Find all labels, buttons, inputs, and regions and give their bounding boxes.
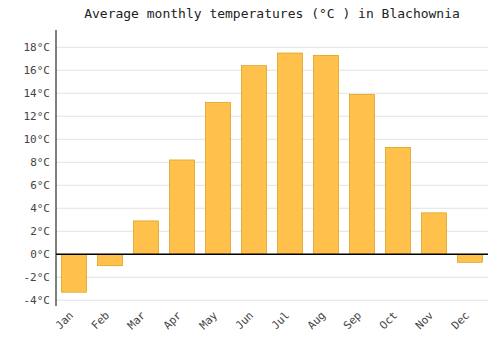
grid-line — [56, 277, 488, 278]
y-tick-label: 14°C — [24, 87, 51, 100]
bar — [61, 254, 86, 292]
x-tick-label: Jan — [53, 309, 76, 332]
y-tick-label: 12°C — [24, 110, 51, 123]
chart: Average monthly temperatures (°C ) in Bl… — [0, 0, 500, 350]
chart-container: Average monthly temperatures (°C ) in Bl… — [0, 0, 500, 350]
x-tick-label: Nov — [413, 309, 437, 333]
x-tick-label: Oct — [377, 309, 400, 332]
x-tick-label: Aug — [305, 309, 328, 332]
x-tick-label: Jun — [233, 309, 256, 332]
bar — [457, 254, 482, 262]
x-tick-label: Apr — [161, 309, 185, 333]
grid-line — [56, 254, 488, 255]
x-tick-label: Dec — [449, 309, 472, 332]
bars — [61, 53, 482, 292]
y-tick-label: 4°C — [30, 202, 50, 215]
bar — [313, 55, 338, 254]
grid-line — [56, 300, 488, 301]
grid-line — [56, 139, 488, 140]
y-tick-label: 2°C — [30, 225, 50, 238]
grid-line — [56, 47, 488, 48]
grid-line — [56, 93, 488, 94]
y-axis-ticks: -4°C -2°C 0°C 2°C 4°C 6°C 8°C 10°C 12°C 14°C 16°C 1… — [24, 41, 51, 307]
bar — [97, 254, 122, 266]
x-tick-label: Mar — [125, 309, 149, 333]
x-tick-label: May — [197, 309, 221, 333]
y-tick-label: -4°C — [24, 294, 51, 307]
zero-line — [56, 254, 488, 256]
grid — [56, 47, 488, 300]
grid-line — [56, 162, 488, 163]
y-tick-label: -2°C — [24, 271, 51, 284]
y-tick-label: 8°C — [30, 156, 50, 169]
y-tick-label: 6°C — [30, 179, 50, 192]
bar — [277, 53, 302, 254]
bar — [349, 94, 374, 254]
grid-line — [56, 70, 488, 71]
y-tick-label: 18°C — [24, 41, 51, 54]
bar — [241, 66, 266, 255]
x-tick-label: Jul — [269, 309, 292, 332]
grid-line — [56, 185, 488, 186]
y-tick-label: 10°C — [24, 133, 51, 146]
bar — [169, 160, 194, 254]
bar — [133, 221, 158, 254]
y-tick-label: 0°C — [30, 248, 50, 261]
grid-line — [56, 116, 488, 117]
x-tick-label: Sep — [341, 309, 364, 332]
y-tick-label: 16°C — [24, 64, 51, 77]
x-tick-label: Feb — [89, 309, 112, 332]
title: Average monthly temperatures (°C ) in Bl… — [84, 6, 460, 21]
bar — [205, 102, 230, 254]
bar — [421, 213, 446, 254]
bar — [385, 147, 410, 254]
grid-line — [56, 208, 488, 209]
x-axis-ticks: Jan Feb Mar Apr May Jun Jul Aug Sep Oct Nov Dec — [53, 309, 472, 333]
y-axis-line — [56, 30, 57, 306]
